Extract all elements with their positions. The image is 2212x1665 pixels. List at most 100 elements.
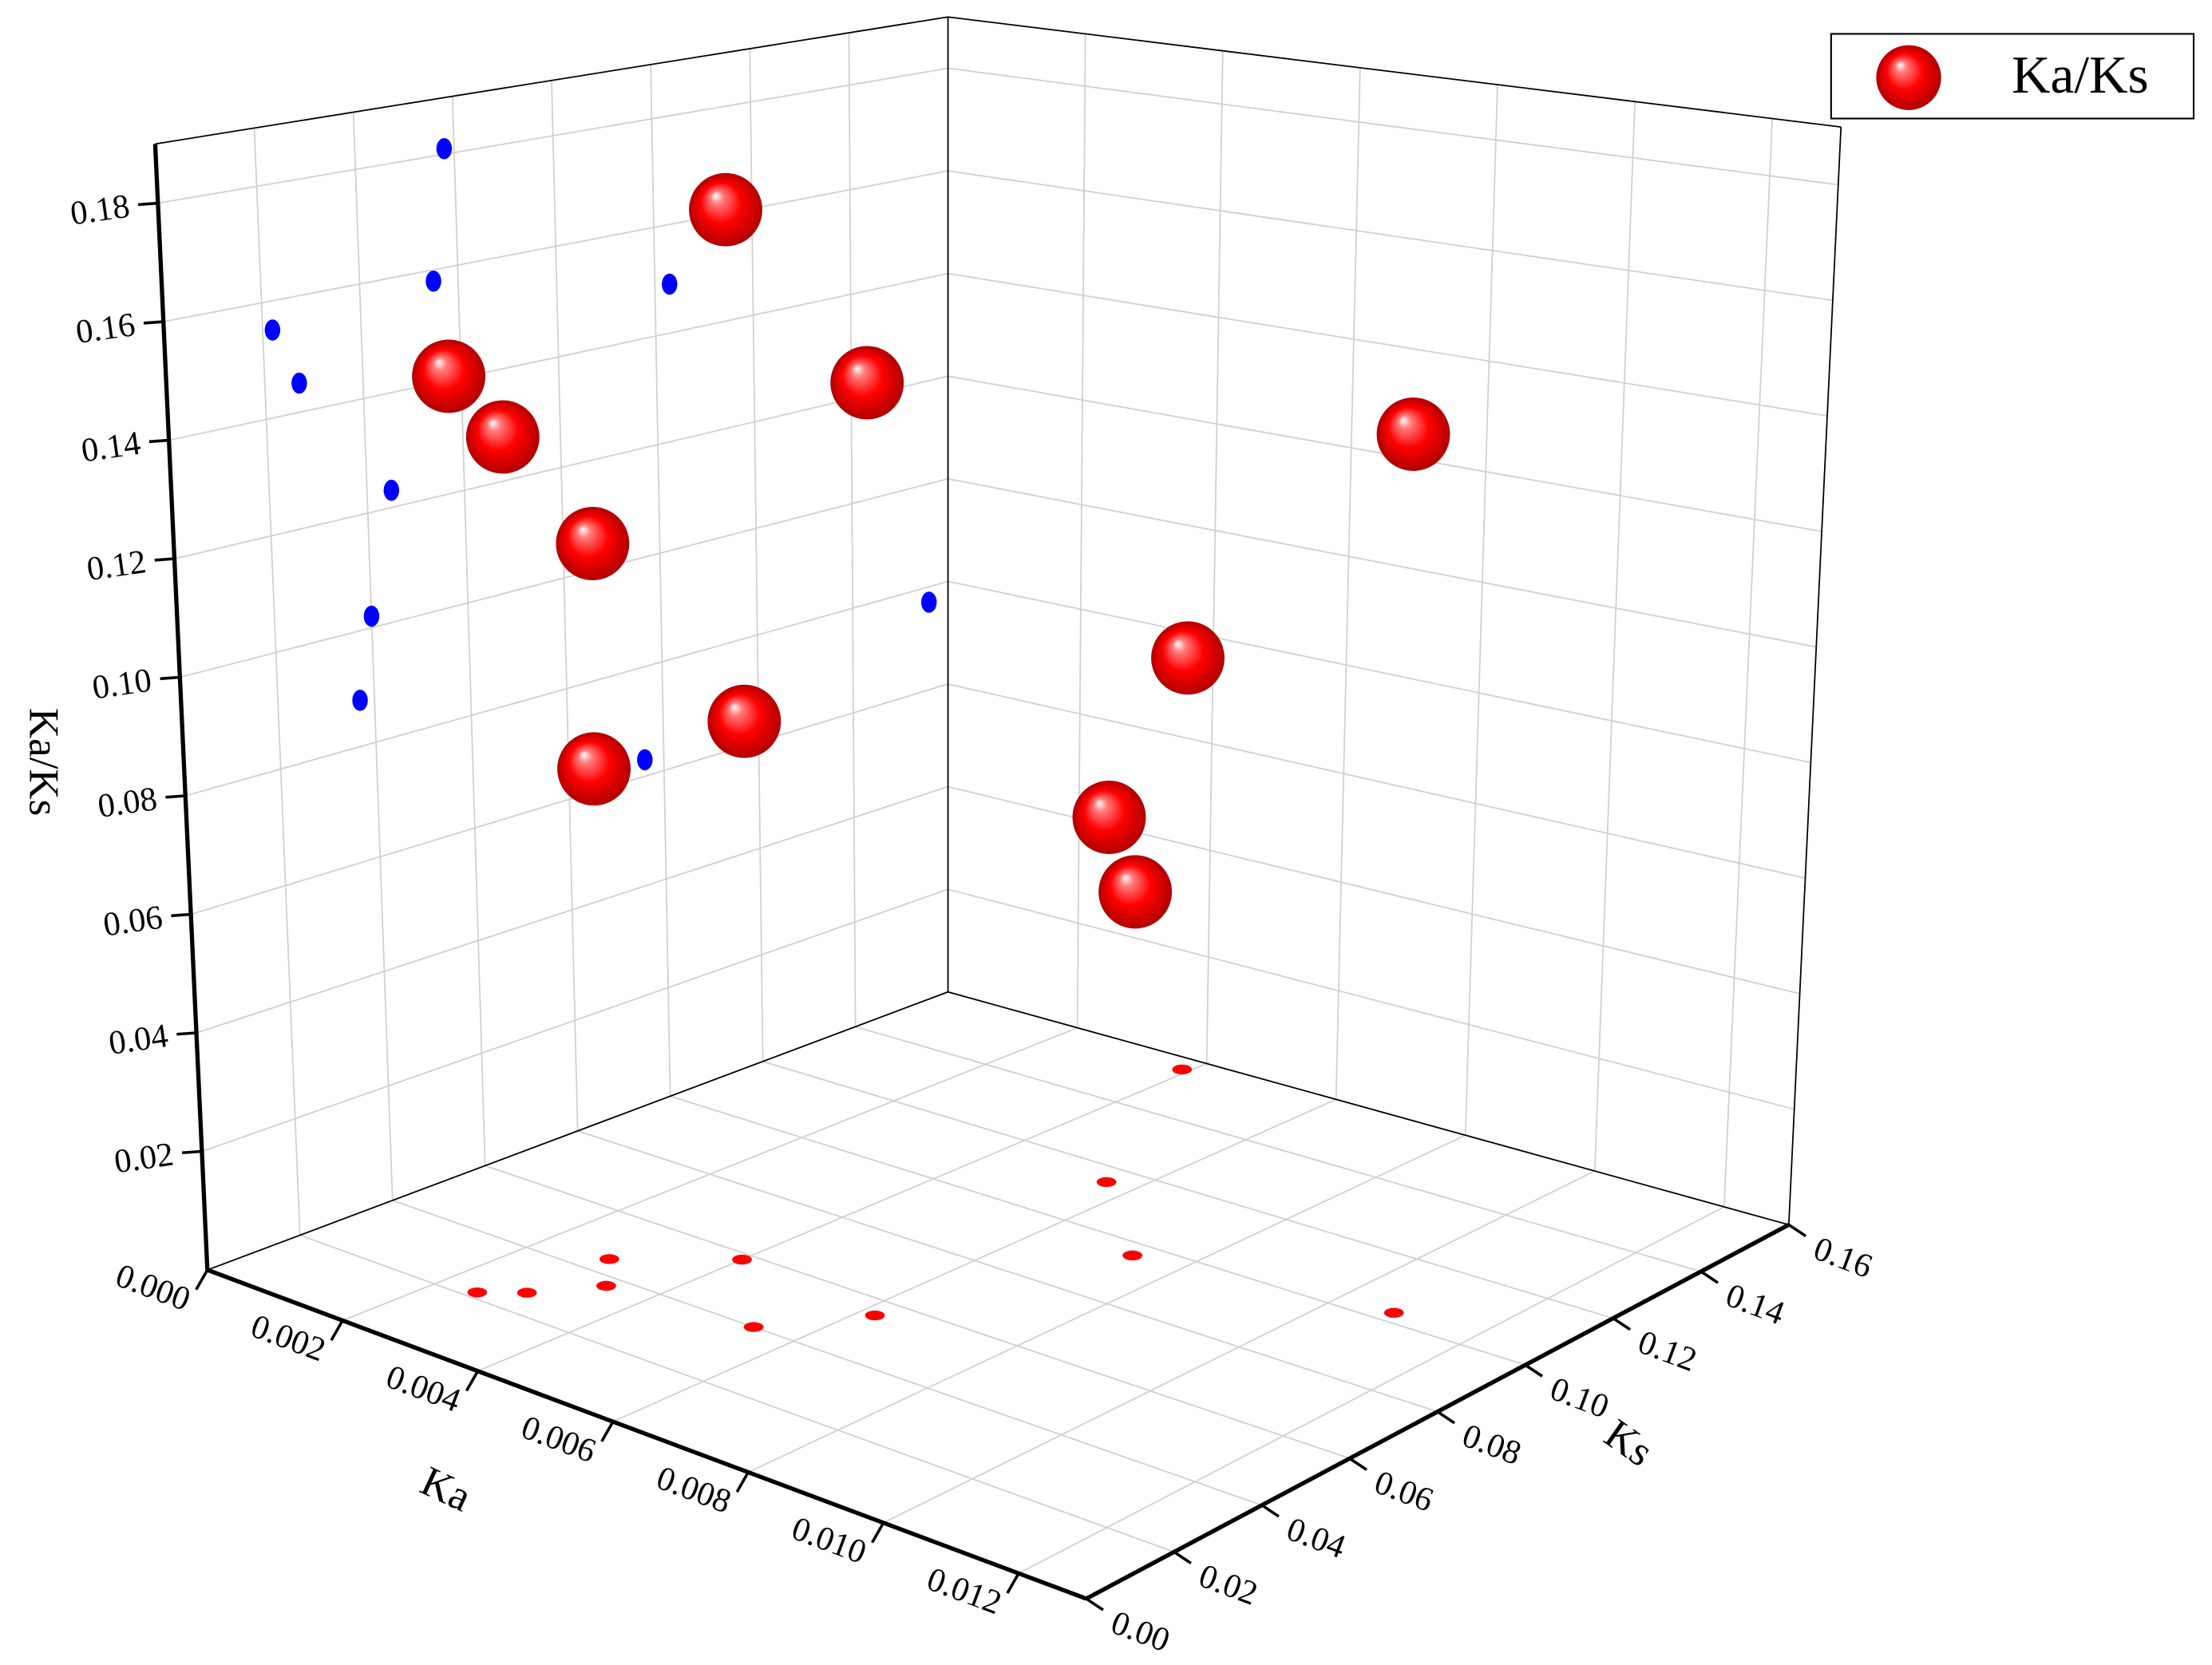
floor-projection <box>743 1322 764 1332</box>
grid-line <box>948 888 1795 1110</box>
y-axis-title: Ks <box>1597 1410 1662 1475</box>
z-tick-label: 0.08 <box>96 780 160 825</box>
grid-line <box>848 33 857 1027</box>
y-tick <box>1260 1504 1280 1518</box>
y-tick <box>1348 1457 1367 1471</box>
grid-line <box>299 1234 1175 1553</box>
y-tick <box>1173 1550 1192 1564</box>
z-tick-label: 0.16 <box>73 306 137 351</box>
grid-line <box>948 477 1817 648</box>
data-sphere <box>1151 621 1225 695</box>
y-tick <box>1085 1597 1104 1612</box>
x-axis <box>206 1268 1087 1601</box>
data-sphere <box>689 172 762 247</box>
y-tick-label: 0.00 <box>1106 1604 1175 1659</box>
wall-projection <box>436 137 453 160</box>
z-tick-label: 0.12 <box>85 543 148 588</box>
floor-projection <box>1172 1064 1193 1075</box>
floor-projection <box>596 1280 616 1291</box>
grid-line <box>392 1200 1263 1506</box>
z-tick-label: 0.02 <box>112 1136 176 1181</box>
z-tick <box>160 675 180 681</box>
grid-line <box>1076 34 1086 1028</box>
grid-line <box>948 272 1828 417</box>
grid-line <box>1723 118 1774 1208</box>
data-sphere <box>830 346 904 420</box>
floor-projection <box>1096 1177 1117 1188</box>
x-tick-label: 0.008 <box>651 1459 736 1521</box>
y-tick-label: 0.10 <box>1545 1370 1614 1426</box>
y-tick <box>1700 1270 1719 1284</box>
x-tick-label: 0.010 <box>787 1509 872 1571</box>
grid-line <box>157 67 948 204</box>
data-sphere <box>1072 781 1146 854</box>
z-tick <box>165 794 186 799</box>
z-tick-label: 0.14 <box>79 425 143 470</box>
x-tick-label: 0.006 <box>516 1409 601 1470</box>
grid-line <box>180 477 948 678</box>
grid-line <box>352 112 394 1200</box>
y-tick-label: 0.04 <box>1282 1510 1351 1566</box>
grid-line <box>485 1165 1351 1460</box>
x-tick <box>871 1521 885 1544</box>
frame-edge <box>948 991 1790 1226</box>
grid-line <box>551 80 579 1131</box>
z-tick-label: 0.18 <box>68 188 132 233</box>
x-axis-title: Ka <box>414 1458 478 1521</box>
grid-line <box>168 272 948 441</box>
grid-line <box>253 128 301 1236</box>
y-tick <box>1612 1317 1632 1331</box>
floor-projection <box>732 1254 752 1265</box>
grid-line <box>577 1130 1438 1413</box>
x-tick <box>735 1471 750 1493</box>
data-sphere <box>707 684 782 758</box>
y-tick <box>1524 1363 1543 1378</box>
grid-line <box>670 1095 1526 1366</box>
grid <box>154 17 1838 1600</box>
data-sphere <box>1098 855 1173 929</box>
z-axis-title: Ka/Ks <box>20 708 66 816</box>
z-tick <box>143 320 164 325</box>
legend-label: Ka/Ks <box>2012 45 2149 105</box>
y-tick-label: 0.08 <box>1458 1417 1526 1473</box>
grid-line <box>1205 50 1224 1064</box>
labels: 0.000 0.002 0.004 0.006 0.008 0.010 0.012 0.00 0… <box>20 188 1877 1660</box>
data-sphere <box>556 507 630 580</box>
floor-projection <box>467 1287 488 1298</box>
grid-line <box>190 683 948 916</box>
grid-line <box>185 580 948 797</box>
z-tick <box>154 557 175 562</box>
z-tick <box>176 1031 197 1036</box>
grid-line <box>174 375 948 560</box>
wall-projection <box>383 480 400 501</box>
data-sphere <box>557 732 631 806</box>
wall-projection <box>291 372 307 394</box>
z-tick <box>182 1149 203 1155</box>
frame-edge <box>155 16 948 145</box>
y-tick-label: 0.02 <box>1194 1557 1263 1613</box>
marks <box>264 137 1450 1332</box>
y-tick-label: 0.06 <box>1370 1464 1438 1520</box>
grid-line <box>650 64 671 1097</box>
grid-line <box>1335 67 1361 1100</box>
x-tick-label: 0.012 <box>922 1560 1007 1622</box>
y-tick <box>1436 1410 1455 1425</box>
grid-line <box>948 683 1806 879</box>
wall-projection <box>920 591 937 613</box>
frame-edge <box>1787 127 1842 1225</box>
wall-projection <box>637 749 653 771</box>
x-tick <box>330 1319 344 1342</box>
data-sphere <box>465 400 540 474</box>
grid-line <box>948 580 1811 764</box>
z-tick <box>171 912 192 918</box>
x-tick-label: 0.000 <box>111 1256 196 1318</box>
grid-line <box>948 170 1834 302</box>
wall-projection <box>363 605 380 627</box>
z-axis <box>152 144 210 1271</box>
z-tick <box>148 438 169 444</box>
floor-projection <box>516 1287 537 1298</box>
y-tick-label: 0.12 <box>1633 1323 1702 1379</box>
x-tick-label: 0.004 <box>382 1358 466 1419</box>
x-tick <box>1006 1572 1020 1594</box>
